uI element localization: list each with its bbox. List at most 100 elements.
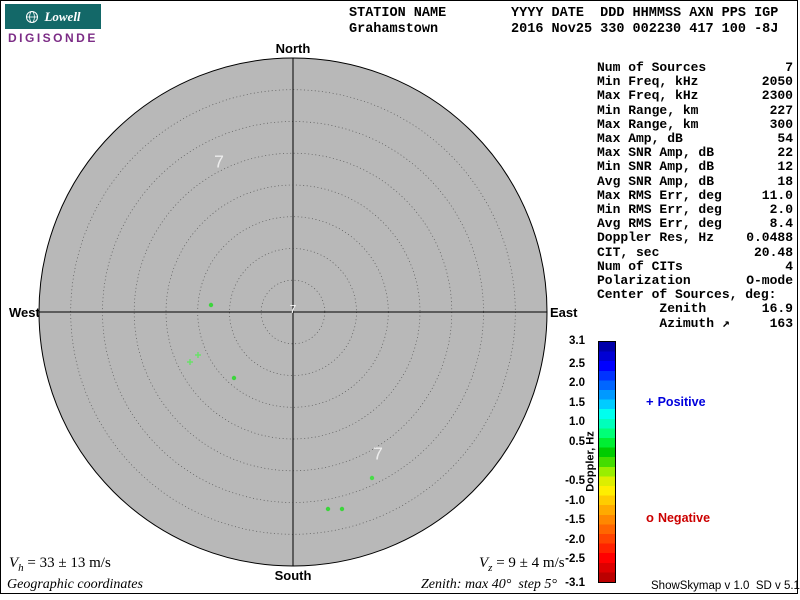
compass-label-south: South <box>274 568 312 583</box>
vertical-velocity-readout: Vz = 9 ± 4 m/s <box>479 555 565 574</box>
stat-label: Num of Sources <box>597 60 707 75</box>
stat-label: Avg SNR Amp, dB <box>597 173 715 189</box>
stat-label: Center of Sources, deg: <box>597 287 777 303</box>
plus-marker-icon: + <box>646 394 654 409</box>
compass-label-north: North <box>275 41 311 56</box>
stat-value: 2050 <box>761 74 793 90</box>
coordinate-system-label: Geographic coordinates <box>7 577 143 592</box>
colorbar-tick-label: -2.0 <box>565 533 585 546</box>
stat-value: 16.9 <box>761 301 793 317</box>
colorbar-tick-label: 1.5 <box>569 396 585 409</box>
colorbar-tick-label: 0.5 <box>569 435 585 448</box>
stat-value: 20.48 <box>753 244 793 260</box>
stat-row: Min Freq, kHz 2050 <box>597 75 793 89</box>
stat-value: 54 <box>777 131 793 147</box>
stat-row: Center of Sources, deg: <box>597 288 793 302</box>
stat-label: Max Range, km <box>597 116 699 132</box>
stat-label: Max RMS Err, deg <box>597 187 722 203</box>
colorbar-tick-label: -2.5 <box>565 553 585 566</box>
colorbar-tick-label: 1.0 <box>569 416 585 429</box>
svg-text:7: 7 <box>214 153 225 173</box>
stat-row: Avg SNR Amp, dB 18 <box>597 173 793 189</box>
stat-row: Min Range, km 227 <box>597 102 793 118</box>
stat-value: 300 <box>769 116 793 132</box>
stat-label: Min Freq, kHz <box>597 74 699 90</box>
compass-label-east: East <box>550 305 578 320</box>
legend-negative-label: Negative <box>657 511 711 525</box>
digisonde-wordmark: DIGISONDE <box>8 31 98 45</box>
stat-label: Zenith <box>597 301 707 317</box>
stat-row: Zenith 16.9 <box>597 302 793 316</box>
colorbar: Doppler, Hz 3.1 2.5 2.0 1.5 1.0 0.5 -0.5 -1.0 -1… <box>541 335 800 591</box>
stats-panel: Num of Sources 7 Min Freq, kHz 2050 Max Freq… <box>597 60 793 331</box>
stat-value: 163 <box>769 315 793 331</box>
stat-row: Max Range, km 300 <box>597 116 793 132</box>
stat-row: Polarization O-mode <box>597 273 793 289</box>
stat-value: 7 <box>785 60 793 75</box>
colorbar-ticks: 3.1 2.5 2.0 1.5 1.0 0.5 -0.5 -1.0 -1.5 -2.0 -2.5 -3… <box>541 335 585 591</box>
legend-positive: + Positive <box>646 394 706 409</box>
software-version-label: ShowSkymap v 1.0 SD v 5.1 <box>651 580 800 592</box>
legend-negative: o Negative <box>646 510 710 525</box>
stat-row: Max Freq, kHz 2300 <box>597 89 793 103</box>
horizontal-velocity-readout: Vh = 33 ± 13 m/s <box>9 555 111 574</box>
colorbar-tick-label: 2.5 <box>569 357 585 370</box>
stat-value: O-mode <box>746 273 793 289</box>
legend-positive-label: Positive <box>657 395 706 409</box>
stat-row: CIT, sec 20.48 <box>597 244 793 260</box>
stat-label: Avg RMS Err, deg <box>597 216 722 232</box>
stat-value: 2300 <box>761 88 793 104</box>
stat-value: 22 <box>777 145 793 161</box>
svg-text:7: 7 <box>373 445 384 465</box>
colorbar-tick-label: -1.0 <box>565 494 585 507</box>
lowell-brand-text: Lowell <box>44 8 81 24</box>
stat-label: Max Amp, dB <box>597 131 683 147</box>
stat-label: Min RMS Err, deg <box>597 202 722 218</box>
stat-row: Doppler Res, Hz 0.0488 <box>597 231 793 245</box>
stat-row: Avg RMS Err, deg 8.4 <box>597 217 793 231</box>
colorbar-tick-label: -3.1 <box>565 576 585 589</box>
lowell-logo: Lowell <box>5 4 101 29</box>
colorbar-tick-label: 3.1 <box>569 334 585 347</box>
stat-label: Max SNR Amp, dB <box>597 145 715 161</box>
stat-label: CIT, sec <box>597 244 660 260</box>
stat-row: Max Amp, dB 54 <box>597 131 793 147</box>
svg-text:7: 7 <box>289 303 296 317</box>
stat-value: 4 <box>785 258 793 274</box>
colorbar-tick-label: -1.5 <box>565 514 585 527</box>
zenith-scale-note: Zenith: max 40° step 5° <box>421 577 558 592</box>
colorbar-gradient <box>598 341 616 583</box>
stat-row: Azimuth ↗ 163 <box>597 315 793 331</box>
skymap-svg: 7 7 7 <box>38 57 548 567</box>
stat-row: Min RMS Err, deg 2.0 <box>597 202 793 218</box>
stat-row: Max RMS Err, deg 11.0 <box>597 187 793 203</box>
stat-value: 0.0488 <box>746 230 793 246</box>
stat-value: 8.4 <box>769 216 793 232</box>
stat-label: Min SNR Amp, dB <box>597 159 715 175</box>
stat-value: 12 <box>777 159 793 175</box>
stat-label: Num of CITs <box>597 258 683 274</box>
colorbar-tick-label: 2.0 <box>569 377 585 390</box>
compass-label-west: West <box>9 305 40 320</box>
stat-row: Num of Sources 7 <box>597 60 793 75</box>
stat-value: 18 <box>777 173 793 189</box>
circle-marker-icon: o <box>646 510 654 525</box>
stat-row: Num of CITs 4 <box>597 258 793 274</box>
stat-value: 11.0 <box>761 187 793 203</box>
stat-label: Polarization <box>597 273 691 289</box>
stat-label: Doppler Res, Hz <box>597 230 715 246</box>
stat-value: 227 <box>769 102 793 118</box>
header-column-titles: STATION NAME YYYY DATE DDD HHMMSS AXN PP… <box>349 6 779 21</box>
stat-value: 2.0 <box>769 202 793 218</box>
colorbar-tick-label: -0.5 <box>565 475 585 488</box>
globe-icon <box>26 10 39 23</box>
stat-label: Azimuth ↗ <box>597 315 730 331</box>
stat-label: Min Range, km <box>597 102 699 118</box>
colorbar-title: Doppler, Hz <box>584 431 597 492</box>
stat-label: Max Freq, kHz <box>597 88 699 104</box>
stat-row: Min SNR Amp, dB 12 <box>597 160 793 174</box>
stat-row: Max SNR Amp, dB 22 <box>597 146 793 160</box>
header-block: STATION NAME YYYY DATE DDD HHMMSS AXN PP… <box>349 6 778 38</box>
header-station-values: Grahamstown 2016 Nov25 330 002230 417 10… <box>349 22 779 37</box>
